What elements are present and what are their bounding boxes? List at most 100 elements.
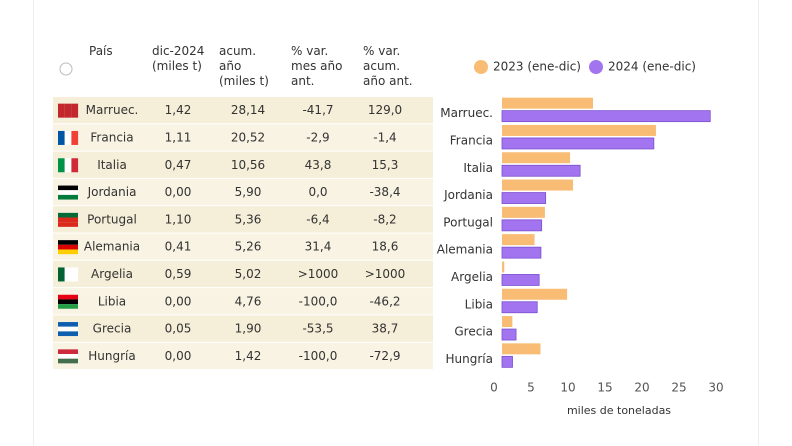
row-background (53, 342, 433, 369)
flag (58, 349, 78, 355)
table-cell: Marruec. (86, 103, 139, 117)
flag (58, 299, 78, 305)
flag (58, 185, 78, 191)
table-cell: 129,0 (368, 103, 402, 117)
flag (58, 326, 78, 332)
flag (58, 358, 78, 364)
x-tick-label: 15 (597, 381, 612, 395)
column-header: % var. mes año ant. (291, 44, 343, 88)
flag (58, 212, 78, 218)
flag (58, 190, 78, 195)
row-background (53, 288, 433, 315)
table-cell: 20,52 (231, 130, 265, 144)
table-cell: 0,0 (308, 185, 327, 199)
bar (502, 179, 574, 191)
table-cell: 0,00 (165, 185, 192, 199)
table-cell: 1,42 (235, 349, 262, 363)
flag (58, 267, 65, 282)
table-cell: 5,36 (235, 212, 262, 226)
x-tick-label: 20 (634, 381, 649, 395)
flag (58, 130, 65, 145)
table-cell: 10,56 (231, 158, 265, 172)
flag (58, 304, 78, 309)
table-cell: -2,9 (306, 130, 329, 144)
x-tick-label: 30 (708, 381, 723, 395)
table-cell: Libia (98, 294, 126, 308)
y-tick-label: Marruec. (440, 106, 493, 120)
table-cell: Jordania (87, 185, 137, 199)
bar (502, 234, 535, 246)
flag (64, 103, 72, 118)
bar (501, 301, 538, 314)
row-background (53, 97, 433, 124)
table-cell: -100,0 (299, 349, 338, 363)
bar (501, 328, 517, 341)
table-cell: 5,26 (235, 240, 262, 254)
table-cell: 0,41 (165, 240, 192, 254)
y-tick-label: Grecia (454, 325, 493, 339)
table-cell: >1000 (365, 267, 406, 281)
table-cell: 0,59 (165, 267, 192, 281)
legend-label: 2024 (ene-dic) (608, 60, 696, 74)
table-cell: -38,4 (369, 185, 400, 199)
bar (502, 206, 545, 218)
row-background (53, 260, 433, 288)
bar (501, 246, 542, 259)
table-cell: -41,7 (302, 103, 333, 117)
bar (502, 124, 656, 136)
bar (502, 97, 594, 109)
flag (58, 354, 78, 359)
flag (71, 103, 79, 118)
row-background (53, 233, 433, 260)
table-cell: -53,5 (302, 322, 333, 336)
flag (58, 244, 78, 250)
legend-swatch (589, 60, 603, 74)
table-cell: -46,2 (369, 294, 400, 308)
table-cell: 0,47 (165, 158, 192, 172)
table-cell: 4,76 (235, 294, 262, 308)
table-cell: 18,6 (372, 240, 399, 254)
flag (58, 103, 65, 118)
flag (71, 267, 79, 282)
legend-label: 2023 (ene-dic) (493, 60, 581, 74)
flag (58, 222, 78, 227)
row-background (53, 178, 433, 206)
y-tick-label: Italia (463, 161, 493, 175)
flag (58, 158, 65, 173)
bar (502, 261, 505, 273)
table-cell: >1000 (298, 267, 339, 281)
bar (501, 274, 540, 286)
table-cell: -1,4 (373, 130, 396, 144)
table-cell: 15,3 (372, 158, 399, 172)
row-background (53, 124, 433, 151)
table-cell: 5,90 (235, 185, 262, 199)
icon (59, 62, 73, 76)
table-cell: 0,00 (165, 294, 192, 308)
table-cell: Alemania (84, 240, 140, 254)
x-tick-label: 0 (490, 381, 498, 395)
table-cell: Argelia (91, 267, 133, 281)
bar (501, 192, 547, 204)
table-cell: -8,2 (373, 212, 396, 226)
table-cell: 5,02 (235, 267, 262, 281)
y-tick-label: Alemania (437, 243, 493, 257)
table-cell: 38,7 (372, 322, 399, 336)
row-background (53, 206, 433, 233)
table-cell: 1,90 (235, 322, 262, 336)
x-axis-label: miles de toneladas (567, 404, 671, 417)
table-cell: -72,9 (369, 349, 400, 363)
column-header: dic-2024 (miles t) (152, 44, 205, 73)
table-cell: Hungría (88, 349, 135, 363)
row-background (53, 151, 433, 178)
bar (501, 137, 655, 150)
flag (64, 158, 72, 173)
column-header: País (89, 44, 113, 58)
y-tick-label: Hungría (446, 352, 493, 366)
legend-swatch (474, 60, 488, 74)
column-header: acum. año (miles t) (219, 44, 269, 88)
row-background (53, 315, 433, 342)
flag (71, 130, 79, 145)
table-cell: 0,05 (165, 322, 192, 336)
